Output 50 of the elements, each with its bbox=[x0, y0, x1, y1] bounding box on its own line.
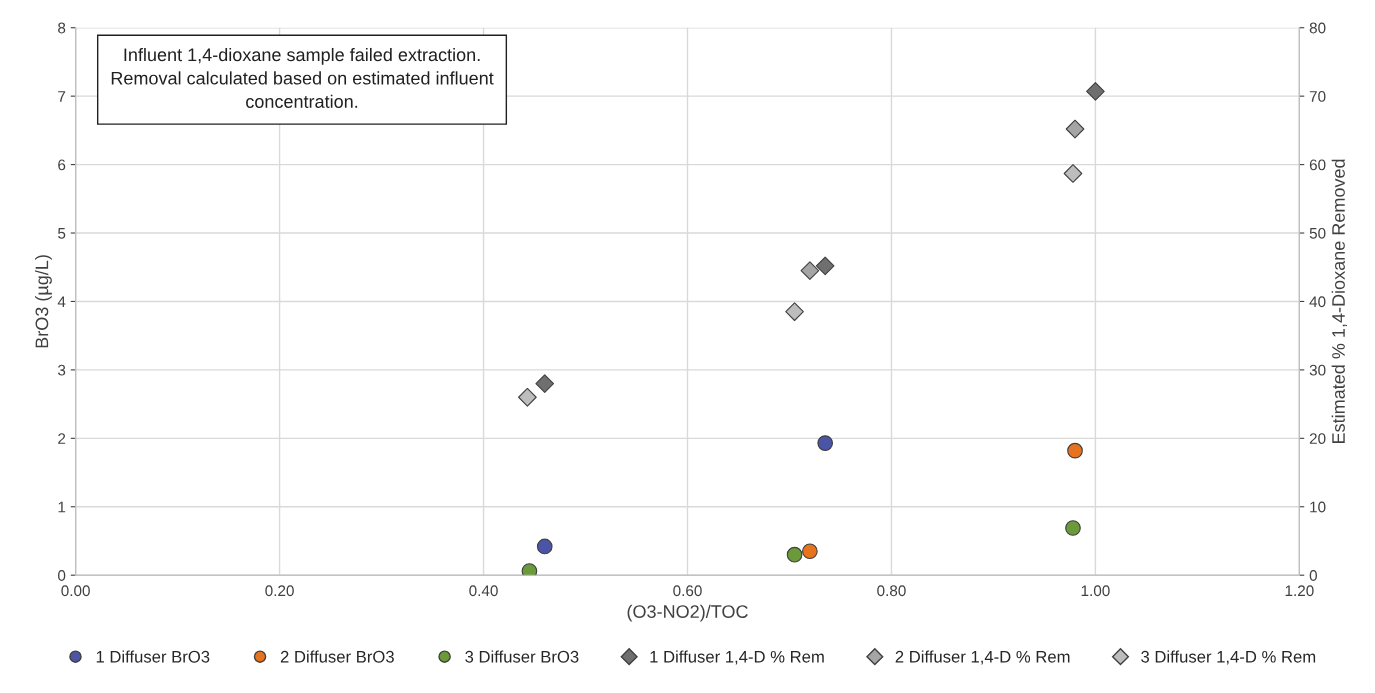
x-tick-label: 1.20 bbox=[1285, 585, 1314, 597]
y2-tick-label: 30 bbox=[1309, 364, 1326, 376]
y-tick-label: 0 bbox=[58, 570, 66, 581]
y2-tick-label: 20 bbox=[1309, 433, 1326, 445]
legend-label: 3 Diffuser BrO3 bbox=[465, 650, 579, 663]
y2-tick-label: 70 bbox=[1309, 91, 1326, 102]
y2-tick-label: 0 bbox=[1309, 570, 1317, 581]
point bbox=[785, 302, 804, 322]
legend-label: 1 Diffuser BrO3 bbox=[96, 650, 210, 663]
y-tick-label: 4 bbox=[57, 296, 66, 307]
point bbox=[1065, 119, 1085, 139]
y-axis-title: BrO3 (µg/L) bbox=[35, 255, 52, 348]
y2-tick-label: 80 bbox=[1309, 22, 1326, 34]
x-axis-title: (O3-NO2)/TOC bbox=[627, 604, 748, 622]
y-tick-label: 5 bbox=[58, 228, 66, 239]
annotation: Influent 1,4-dioxane sample failed extraction. Removal calculated based on estimated influent concentration. bbox=[111, 47, 494, 108]
legend-label: 2 Diffuser BrO3 bbox=[280, 650, 394, 663]
x-tick-label: 0.40 bbox=[469, 585, 498, 597]
y2-tick-label: 40 bbox=[1309, 296, 1326, 308]
y-tick-label: 3 bbox=[57, 364, 66, 376]
y2-axis-title: Estimated % 1,4-Dioxane Removed bbox=[1331, 159, 1348, 443]
x-tick-label: 0.00 bbox=[61, 585, 90, 597]
point bbox=[815, 256, 835, 276]
point bbox=[1063, 164, 1083, 183]
point bbox=[521, 563, 538, 576]
y2-tick-label: 60 bbox=[1309, 159, 1326, 171]
legend-label: 3 Diffuser 1,4-D % Rem bbox=[1141, 650, 1316, 665]
point bbox=[786, 546, 803, 563]
y-tick-label: 1 bbox=[58, 501, 66, 513]
point bbox=[536, 538, 553, 555]
x-tick-label: 0.20 bbox=[265, 585, 294, 597]
y-tick-label: 8 bbox=[58, 22, 66, 34]
y-tick-label: 7 bbox=[58, 91, 66, 102]
point bbox=[800, 261, 820, 280]
point bbox=[535, 374, 555, 393]
point bbox=[802, 543, 818, 560]
y-tick-label: 6 bbox=[58, 159, 66, 171]
y-tick-label: 2 bbox=[58, 433, 66, 444]
y2-tick-label: 10 bbox=[1310, 501, 1326, 513]
legend-label: 1 Diffuser 1,4-D % Rem bbox=[650, 650, 824, 665]
x-tick-label: 0.60 bbox=[673, 585, 702, 597]
y2-tick-label: 50 bbox=[1309, 227, 1326, 239]
point bbox=[817, 435, 834, 451]
point bbox=[1086, 82, 1105, 101]
x-tick-label: 1.00 bbox=[1081, 585, 1110, 597]
point bbox=[1065, 520, 1081, 536]
point bbox=[1067, 442, 1083, 459]
legend-label: 2 Diffuser 1,4-D % Rem bbox=[895, 650, 1070, 665]
x-tick-label: 0.80 bbox=[877, 585, 906, 597]
point bbox=[518, 387, 537, 407]
